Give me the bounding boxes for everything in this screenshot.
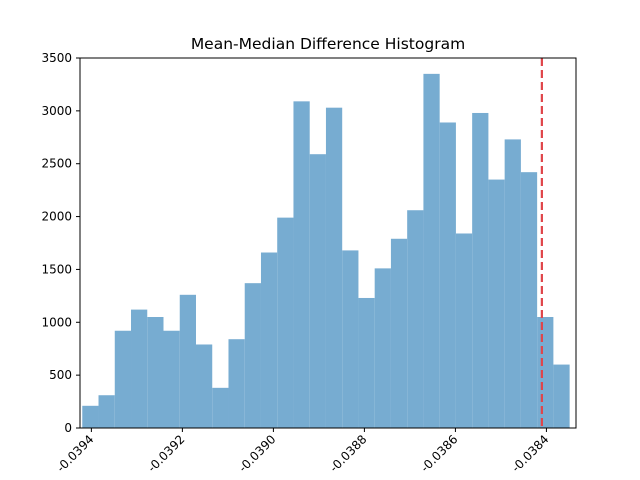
- histogram-bar: [244, 283, 261, 428]
- histogram-bar: [179, 294, 196, 428]
- histogram-bar: [504, 139, 521, 428]
- histogram-bar: [407, 210, 424, 428]
- y-tick-label: 2000: [41, 210, 72, 224]
- histogram-bar: [147, 317, 164, 428]
- histogram-bar: [439, 122, 456, 428]
- y-axis: 0 500 1000 1500 2000 2500 3000 3500: [41, 51, 80, 435]
- y-tick-label: 0: [64, 421, 72, 435]
- histogram-bar: [472, 112, 489, 428]
- histogram-bar: [82, 405, 99, 428]
- y-tick-label: 1500: [41, 262, 72, 276]
- histogram-bar: [325, 107, 343, 428]
- histogram-bar: [293, 101, 310, 428]
- histogram-bar: [260, 252, 278, 428]
- y-tick-label: 500: [49, 368, 72, 382]
- histogram-bar: [423, 73, 440, 428]
- histogram-bar: [309, 154, 326, 428]
- histogram-bar: [455, 233, 473, 428]
- histogram-bar: [277, 217, 294, 428]
- histogram-bar: [553, 364, 570, 428]
- histogram-bar: [537, 317, 554, 428]
- histogram-bar: [228, 339, 245, 428]
- histogram-bar: [114, 330, 132, 428]
- histogram-bar: [342, 250, 359, 428]
- histogram-bar: [195, 344, 213, 428]
- y-tick-label: 1000: [41, 315, 72, 329]
- plot-frame: [79, 57, 577, 429]
- histogram-bar: [131, 309, 148, 428]
- histogram-bar: [358, 297, 375, 428]
- histogram-bar: [98, 395, 115, 428]
- histogram-bar: [488, 179, 505, 428]
- histogram-bar: [374, 268, 391, 428]
- histogram-bar: [212, 387, 229, 428]
- histogram-bar: [390, 238, 408, 428]
- chart-title: Mean-Median Difference Histogram: [191, 35, 465, 53]
- histogram-bar: [163, 330, 180, 428]
- bars-group: [82, 73, 570, 428]
- y-tick-label: 2500: [41, 157, 72, 171]
- y-tick-label: 3500: [41, 51, 72, 65]
- histogram-bar: [520, 172, 538, 428]
- y-tick-label: 3000: [41, 104, 72, 118]
